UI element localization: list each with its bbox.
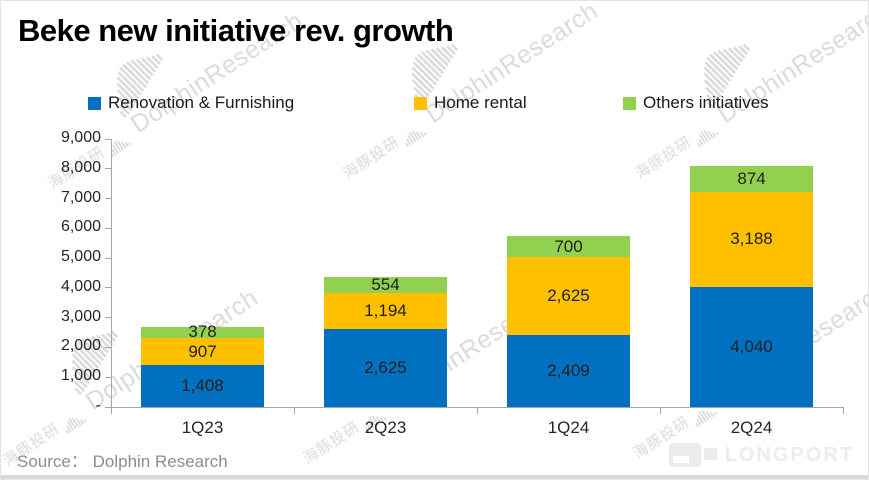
bar-value-label: 907: [188, 341, 217, 361]
source-prefix: Source：: [17, 452, 88, 471]
longport-logo: LONGPORT: [668, 442, 854, 468]
longport-logo-text: LONGPORT: [724, 443, 854, 466]
chart-title: Beke new initiative rev. growth: [18, 13, 454, 48]
bar-segment: 700: [507, 236, 630, 258]
y-axis-label: 3,000: [60, 307, 101, 325]
x-axis-tick: [294, 408, 295, 414]
legend-swatch-yellow: [414, 96, 427, 110]
watermark-mini-bars-icon: [110, 140, 132, 158]
y-axis-tick: [105, 168, 111, 170]
watermark-mini-bars-icon: [695, 410, 717, 428]
source-note: Source： Dolphin Research: [17, 447, 228, 472]
legend-swatch-blue: [88, 96, 101, 110]
legend-item-others-initiatives: Others initiatives: [623, 93, 769, 113]
bar-segment: 1,194: [324, 293, 447, 329]
speech-bubble-slot: [672, 456, 689, 463]
watermark-mini-bars-icon: [365, 415, 387, 433]
bar-segment: 2,409: [507, 335, 630, 407]
y-axis-tick: [105, 227, 111, 229]
y-axis-tick: [105, 138, 111, 140]
y-axis-tick: [105, 376, 111, 378]
bar-segment: 2,625: [324, 328, 447, 407]
y-axis-label: 4,000: [60, 277, 101, 295]
x-axis-tick: [843, 408, 844, 414]
dolphin-watermark-icon: [71, 330, 119, 396]
y-axis-label: 6,000: [60, 218, 101, 236]
dolphin-watermark-icon: [116, 53, 164, 119]
y-axis-tick: [105, 317, 111, 319]
bar-segment: 874: [690, 165, 813, 192]
y-axis-label: 9,000: [60, 129, 101, 146]
bar-value-label: 2,625: [547, 286, 590, 306]
legend-label: Renovation & Furnishing: [108, 93, 295, 112]
logo-mini-square: [703, 448, 717, 460]
bar-segment: 907: [141, 338, 264, 366]
source-value: Dolphin Research: [92, 452, 228, 471]
x-axis-line: [111, 407, 844, 408]
speech-bubble-icon: [668, 443, 701, 467]
bar-segment: 1,408: [141, 365, 264, 407]
bar-value-label: 1,408: [181, 376, 224, 396]
legend-item-home-rental: Home rental: [414, 93, 527, 113]
y-axis-label: 5,000: [60, 248, 101, 266]
legend-swatch-green: [623, 96, 636, 110]
y-axis-label: 1,000: [60, 367, 101, 385]
bar-value-label: 700: [554, 236, 583, 256]
legend-label: Others initiatives: [643, 93, 769, 112]
bar-segment: 4,040: [690, 286, 813, 407]
watermark-mini-bars-icon: [405, 130, 427, 148]
bar-segment: 3,188: [690, 191, 813, 287]
x-axis-tick: [111, 408, 112, 414]
y-axis-label: 2,000: [60, 337, 101, 355]
x-axis-label: 1Q24: [547, 418, 590, 437]
y-axis-label: 7,000: [60, 188, 101, 206]
bar-segment: 554: [324, 275, 447, 295]
y-axis-tick: [105, 346, 111, 348]
bar-value-label: 2,409: [547, 361, 590, 381]
bar-value-label: 2,625: [364, 357, 407, 377]
dolphin-watermark-icon: [703, 43, 751, 109]
x-axis-label: 1Q23: [181, 418, 224, 437]
bar-segment: 378: [141, 322, 264, 341]
x-axis-tick: [477, 408, 478, 414]
bar-value-label: 378: [188, 322, 217, 342]
y-axis-tick: [105, 198, 111, 200]
legend-label: Home rental: [434, 93, 527, 112]
watermark-mini-bars-icon: [65, 417, 87, 435]
x-axis-tick: [660, 408, 661, 414]
x-axis-label: 2Q24: [730, 418, 773, 437]
bottom-border-strip: [1, 475, 868, 479]
legend-item-renovation-furnishing: Renovation & Furnishing: [88, 93, 294, 113]
bar-segment: 2,625: [507, 257, 630, 336]
longport-logo-icon: [668, 442, 717, 468]
bar-value-label: 554: [371, 275, 400, 295]
bar-value-label: 4,040: [730, 336, 773, 356]
y-axis-tick: [105, 287, 111, 289]
x-axis-label: 2Q23: [364, 418, 407, 437]
y-axis-tick: [105, 406, 111, 408]
y-axis-line: [111, 139, 112, 408]
bar-value-label: 874: [737, 168, 766, 188]
bar-value-label: 1,194: [364, 301, 407, 321]
watermark-mini-bars-icon: [697, 130, 719, 148]
y-axis-tick: [105, 257, 111, 259]
bar-value-label: 3,188: [730, 229, 773, 249]
y-axis-label: 8,000: [60, 158, 101, 176]
y-axis-label: -: [95, 397, 101, 414]
